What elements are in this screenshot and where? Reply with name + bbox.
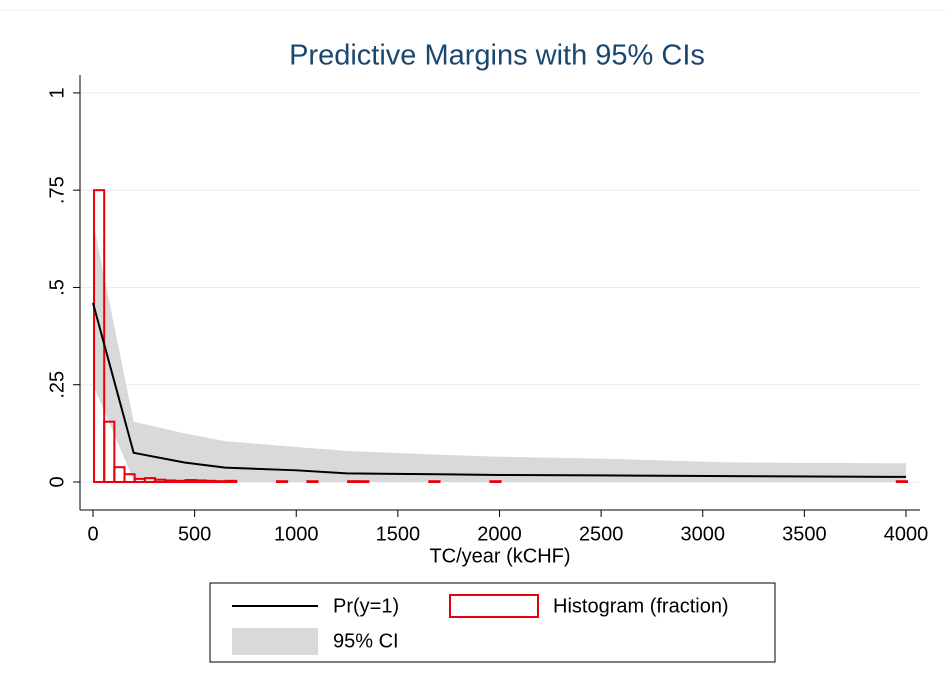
x-tick-label: 0 — [87, 523, 98, 545]
chart-title: Predictive Margins with 95% CIs — [289, 40, 705, 72]
histogram-bar — [93, 189, 106, 483]
y-tick-label: .75 — [46, 176, 68, 204]
histogram-bar — [489, 480, 502, 483]
histogram-bar — [275, 480, 289, 483]
x-tick-label: 2000 — [477, 523, 522, 545]
y-tick-label: 0 — [46, 476, 68, 487]
y-tick-label: 1 — [46, 87, 68, 98]
x-tick-label: 500 — [178, 523, 211, 545]
histogram-bar — [184, 479, 197, 483]
legend-swatch — [232, 628, 318, 655]
histogram-bar — [225, 479, 238, 483]
x-tick-label: 3000 — [680, 523, 725, 545]
legend-swatch — [449, 594, 539, 618]
histogram-bar — [194, 479, 207, 483]
histogram-bar — [103, 420, 116, 483]
histogram-bar — [347, 480, 360, 483]
x-tick-label: 1000 — [274, 523, 319, 545]
legend-label: Histogram (fraction) — [553, 595, 729, 617]
legend-label: 95% CI — [333, 630, 399, 652]
series-line — [92, 302, 906, 478]
y-tick-label: .25 — [46, 371, 68, 399]
histogram-bar — [133, 477, 146, 483]
ci-band — [93, 221, 906, 482]
histogram-bar — [306, 480, 319, 483]
legend-label: Pr(y=1) — [333, 595, 399, 617]
x-tick-label: 3500 — [782, 523, 827, 545]
histogram-bar — [428, 480, 441, 483]
x-tick-label: 2500 — [579, 523, 624, 545]
histogram-bar — [895, 480, 908, 483]
x-axis-label: TC/year (kCHF) — [429, 545, 570, 567]
histogram-bar — [204, 479, 217, 483]
x-tick-label: 1500 — [376, 523, 421, 545]
histogram-bar — [164, 479, 177, 483]
histogram-bar — [174, 479, 187, 483]
histogram-bar — [357, 480, 370, 483]
y-tick-label: .5 — [46, 279, 68, 296]
histogram-bar — [113, 466, 126, 483]
histogram-bar — [214, 480, 228, 483]
x-tick-label: 4000 — [884, 523, 929, 545]
